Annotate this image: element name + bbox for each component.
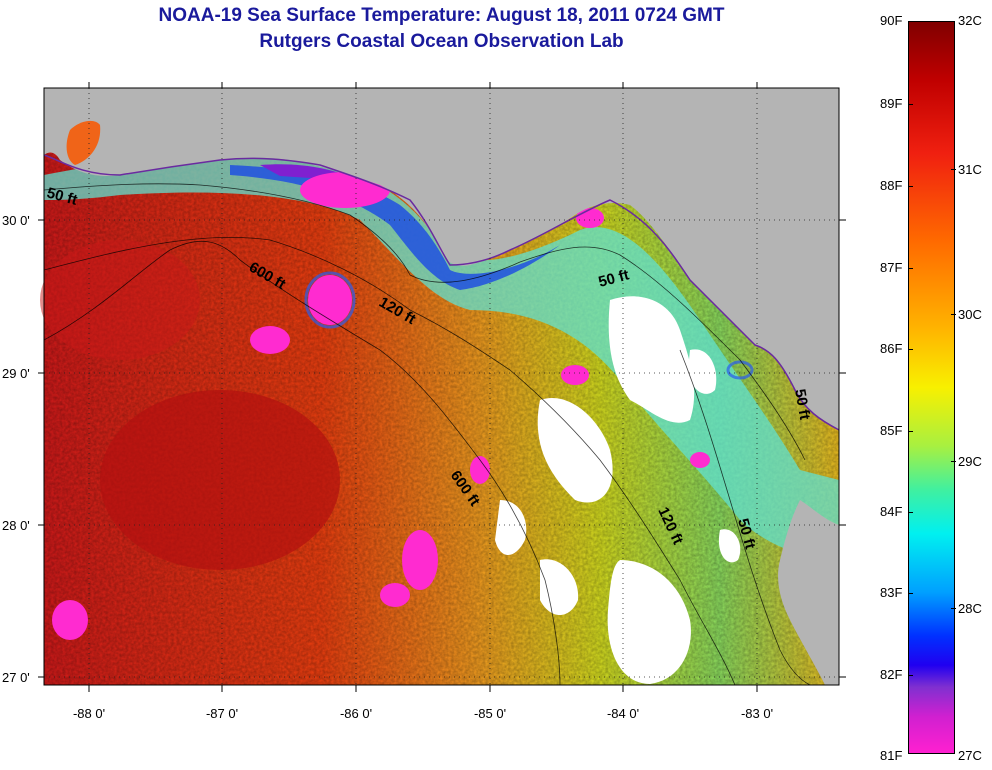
colorbar-label-c: 28C [958, 601, 982, 616]
colorbar-tick [908, 675, 913, 676]
colorbar-label-f: 89F [880, 96, 903, 111]
colorbar-label-c: 31C [958, 162, 982, 177]
colorbar-tick [951, 608, 956, 609]
colorbar-tick [908, 186, 913, 187]
colorbar-label-f: 88F [880, 178, 903, 193]
lon-label: -88 0' [73, 706, 105, 721]
colorbar-tick [908, 512, 913, 513]
map-frame [43, 87, 840, 686]
land-peninsula-southeast [778, 500, 839, 685]
warm-core [100, 390, 340, 570]
colorbar-label-c: 29C [958, 454, 982, 469]
colorbar-label-f: 86F [880, 341, 903, 356]
isobath-contours [43, 183, 811, 686]
lat-label: 29 0' [2, 366, 30, 381]
colorbar-label-c: 30C [958, 307, 982, 322]
map-subtitle: Rutgers Coastal Ocean Observation Lab [259, 31, 624, 52]
colorbar-label-f: 85F [880, 423, 903, 438]
colorbar-label-c: 27C [958, 748, 982, 763]
colorbar-tick [951, 461, 956, 462]
colorbar-label-f: 84F [880, 504, 903, 519]
colorbar-tick [908, 431, 913, 432]
coastal-cool-band [44, 155, 839, 560]
lon-label: -87 0' [206, 706, 238, 721]
map-title: NOAA-19 Sea Surface Temperature: August … [158, 5, 725, 26]
colorbar-tick [908, 593, 913, 594]
colorbar-label-f: 87F [880, 260, 903, 275]
latitude-labels: 30 0' 29 0' 28 0' 27 0' [2, 213, 30, 685]
lat-label: 30 0' [2, 213, 30, 228]
land-north [44, 88, 839, 430]
colorbar-label-c: 32C [958, 13, 982, 28]
contour-label-50ft-coast: 50 ft [791, 388, 813, 421]
colorbar-label-f: 83F [880, 585, 903, 600]
colorbar-label-f: 90F [880, 13, 903, 28]
lat-label: 27 0' [2, 670, 30, 685]
coastal-bay-warm [66, 120, 101, 165]
lon-label: -83 0' [741, 706, 773, 721]
colorbar-label-f: 81F [880, 748, 903, 763]
colorbar-label-f: 82F [880, 667, 903, 682]
temperature-colorbar [908, 21, 955, 754]
colorbar-tick [951, 169, 956, 170]
nearshore-blue-band [230, 165, 560, 290]
colorbar-tick [951, 314, 956, 315]
axis-ticks [38, 82, 846, 692]
longitude-labels: -88 0' -87 0' -86 0' -85 0' -84 0' -83 0… [73, 706, 773, 721]
lat-label: 28 0' [2, 518, 30, 533]
colorbar-tick [908, 268, 913, 269]
lon-label: -86 0' [340, 706, 372, 721]
colorbar-tick [908, 104, 913, 105]
lon-label: -84 0' [607, 706, 639, 721]
colorbar-tick [908, 349, 913, 350]
lon-label: -85 0' [474, 706, 506, 721]
warm-core-west [40, 240, 200, 360]
coastline [43, 154, 840, 431]
